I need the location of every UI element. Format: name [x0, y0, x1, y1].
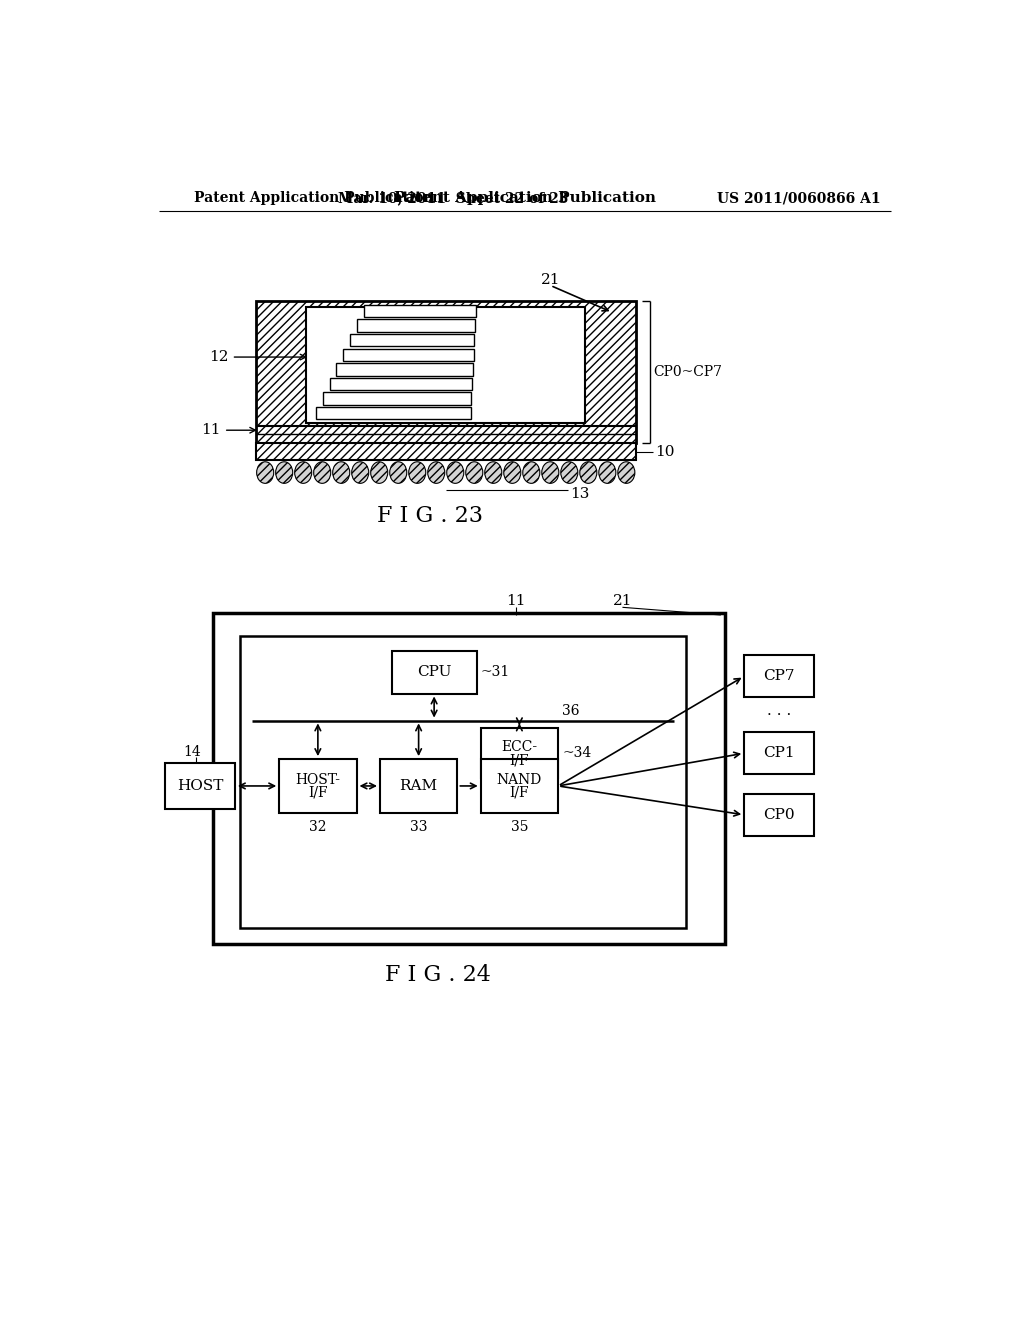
Bar [165, 763, 234, 809]
Text: Mar. 10, 2011  Sheet 22 of 23: Mar. 10, 2011 Sheet 22 of 23 [338, 191, 568, 206]
Ellipse shape [580, 462, 597, 483]
Text: 21: 21 [612, 594, 632, 609]
Bar [365, 305, 476, 317]
Bar [744, 655, 814, 697]
Bar [323, 392, 471, 405]
Ellipse shape [390, 462, 407, 483]
Bar [480, 729, 558, 779]
Text: ~34: ~34 [562, 746, 591, 760]
Bar [256, 301, 636, 444]
Ellipse shape [617, 462, 635, 483]
Text: F I G . 23: F I G . 23 [377, 506, 483, 528]
Ellipse shape [371, 462, 388, 483]
Bar [380, 759, 458, 813]
Text: 13: 13 [569, 487, 589, 502]
Text: 21: 21 [541, 273, 560, 286]
Bar [391, 651, 477, 693]
Ellipse shape [466, 462, 482, 483]
Text: 14: 14 [183, 744, 201, 759]
Ellipse shape [409, 462, 426, 483]
Bar [357, 319, 475, 331]
Ellipse shape [446, 462, 464, 483]
Text: CP7: CP7 [763, 669, 795, 684]
Bar [343, 348, 474, 360]
Text: I/F: I/F [510, 754, 529, 767]
Ellipse shape [504, 462, 521, 483]
Text: Patent Application Publication: Patent Application Publication [394, 191, 655, 206]
Ellipse shape [295, 462, 311, 483]
Text: CP0~CP7: CP0~CP7 [653, 366, 723, 379]
Ellipse shape [523, 462, 540, 483]
Ellipse shape [599, 462, 615, 483]
Text: 11: 11 [202, 424, 255, 437]
Text: HOST-: HOST- [295, 772, 340, 787]
Bar [306, 308, 586, 422]
Bar [744, 733, 814, 775]
Text: I/F: I/F [510, 785, 529, 800]
Ellipse shape [257, 462, 273, 483]
Text: US 2011/0060866 A1: US 2011/0060866 A1 [717, 191, 881, 206]
Bar [480, 759, 558, 813]
Text: ECC-: ECC- [502, 741, 538, 754]
Bar [280, 759, 356, 813]
Bar [241, 636, 686, 928]
Ellipse shape [542, 462, 559, 483]
Text: 10: 10 [655, 445, 675, 459]
Ellipse shape [484, 462, 502, 483]
Bar [213, 612, 725, 944]
Bar [337, 363, 473, 376]
Text: NAND: NAND [497, 772, 542, 787]
Text: 11: 11 [506, 594, 525, 609]
Text: HOST: HOST [177, 779, 223, 793]
Ellipse shape [351, 462, 369, 483]
Text: ~31: ~31 [480, 665, 510, 680]
Text: 36: 36 [562, 705, 580, 718]
Text: Patent Application Publication: Patent Application Publication [194, 191, 433, 206]
Text: I/F: I/F [308, 785, 328, 800]
Bar [315, 407, 471, 420]
Ellipse shape [275, 462, 293, 483]
Ellipse shape [313, 462, 331, 483]
Text: CPU: CPU [417, 665, 452, 680]
Ellipse shape [428, 462, 444, 483]
Bar [744, 793, 814, 836]
Text: 35: 35 [511, 820, 528, 834]
Ellipse shape [561, 462, 578, 483]
Text: · · ·: · · · [767, 708, 792, 722]
Text: CP0: CP0 [763, 808, 795, 822]
Bar [330, 378, 472, 391]
Text: 33: 33 [410, 820, 427, 834]
Text: 12: 12 [209, 350, 306, 364]
Ellipse shape [333, 462, 350, 483]
Text: F I G . 24: F I G . 24 [385, 964, 490, 986]
Bar [350, 334, 474, 346]
Text: CP1: CP1 [763, 746, 795, 760]
Text: RAM: RAM [399, 779, 437, 793]
Bar [256, 444, 636, 461]
Text: 32: 32 [309, 820, 327, 834]
